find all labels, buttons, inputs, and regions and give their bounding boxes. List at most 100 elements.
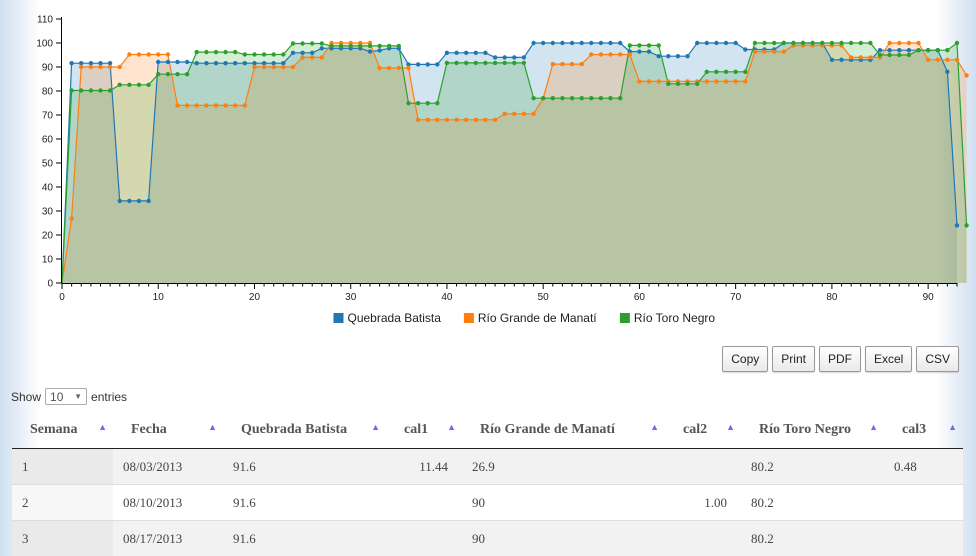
entries-select[interactable]: 10 ▼ [45,388,87,405]
sort-icon: ▲ [869,422,878,432]
table-row[interactable]: 3 08/17/2013 91.6 90 80.2 [12,521,963,556]
y-tick-label: 0 [47,279,53,290]
print-button[interactable]: Print [772,346,815,372]
data-point-rio-grande-de-manati [397,66,401,70]
cell-semana: 2 [12,485,113,521]
data-point-quebrada-batista [724,41,728,45]
data-point-rio-grande-de-manati [435,118,439,122]
data-point-rio-grande-de-manati [137,52,141,56]
data-point-rio-grande-de-manati [503,112,507,116]
column-header-cal3[interactable]: cal3▲ [884,411,963,449]
cell-cal1 [386,521,462,556]
data-point-rio-grande-de-manati [493,118,497,122]
data-point-rio-grande-de-manati [887,41,891,45]
data-point-rio-grande-de-manati [291,65,295,69]
data-point-rio-grande-de-manati [281,65,285,69]
data-point-quebrada-batista [435,62,439,66]
data-point-rio-toro-negro [541,96,545,100]
data-point-rio-toro-negro [599,96,603,100]
data-point-rio-toro-negro [98,88,102,92]
table-row[interactable]: 1 08/03/2013 91.6 11.44 26.9 80.2 0.48 [12,449,963,485]
data-point-quebrada-batista [166,60,170,64]
data-point-rio-grande-de-manati [464,118,468,122]
y-tick-label: 80 [42,87,54,98]
data-point-rio-grande-de-manati [387,66,391,70]
data-point-rio-toro-negro [89,88,93,92]
data-point-quebrada-batista [647,49,651,53]
data-point-quebrada-batista [503,55,507,59]
table-row[interactable]: 2 08/10/2013 91.6 90 1.00 80.2 [12,485,963,521]
cell-cal1 [386,485,462,521]
data-point-rio-toro-negro [936,48,940,52]
data-point-quebrada-batista [368,49,372,53]
y-tick-label: 40 [42,183,54,194]
data-point-rio-toro-negro [464,61,468,65]
column-header-fecha[interactable]: Fecha▲ [113,411,223,449]
data-point-rio-toro-negro [118,83,122,87]
data-point-rio-grande-de-manati [724,79,728,83]
csv-button[interactable]: CSV [916,346,959,372]
data-point-quebrada-batista [310,51,314,55]
data-point-rio-toro-negro [387,44,391,48]
data-point-quebrada-batista [127,199,131,203]
data-point-quebrada-batista [252,61,256,65]
column-header-cal2[interactable]: cal2▲ [665,411,741,449]
data-point-rio-grande-de-manati [859,55,863,59]
data-point-quebrada-batista [705,41,709,45]
data-point-rio-toro-negro [839,41,843,45]
data-point-quebrada-batista [69,61,73,65]
data-point-rio-grande-de-manati [483,118,487,122]
data-point-quebrada-batista [185,60,189,64]
data-point-rio-grande-de-manati [156,52,160,56]
x-tick-label: 80 [826,292,838,303]
column-header-cal1[interactable]: cal1▲ [386,411,462,449]
data-point-rio-toro-negro [608,96,612,100]
x-tick-label: 50 [538,292,550,303]
data-point-rio-toro-negro [791,41,795,45]
data-point-rio-grande-de-manati [272,65,276,69]
data-point-rio-grande-de-manati [300,55,304,59]
data-point-rio-toro-negro [339,44,343,48]
cell-rio-toro-negro: 80.2 [741,485,884,521]
data-point-quebrada-batista [695,41,699,45]
data-point-rio-grande-de-manati [618,52,622,56]
data-point-rio-grande-de-manati [522,112,526,116]
column-header-quebrada-batista[interactable]: Quebrada Batista▲ [223,411,386,449]
column-header-rio-grande[interactable]: Río Grande de Manatí▲ [462,411,665,449]
data-point-quebrada-batista [657,54,661,58]
sort-icon: ▲ [371,422,380,432]
data-point-rio-toro-negro [474,61,478,65]
cell-rio-toro-negro: 80.2 [741,449,884,485]
data-point-quebrada-batista [233,61,237,65]
copy-button[interactable]: Copy [722,346,768,372]
pdf-button[interactable]: PDF [819,346,861,372]
data-point-rio-toro-negro [358,44,362,48]
legend-swatch [334,313,344,323]
column-header-semana[interactable]: Semana▲ [12,411,113,449]
data-point-quebrada-batista [907,48,911,52]
data-point-rio-grande-de-manati [262,65,266,69]
data-point-rio-toro-negro [426,101,430,105]
data-point-quebrada-batista [541,41,545,45]
cell-cal1: 11.44 [386,449,462,485]
x-tick-label: 30 [345,292,357,303]
legend-swatch [620,313,630,323]
excel-button[interactable]: Excel [865,346,912,372]
cell-rio-grande: 90 [462,521,665,556]
data-point-rio-toro-negro [772,41,776,45]
data-point-quebrada-batista [416,62,420,66]
x-tick-label: 60 [634,292,646,303]
cell-quebrada-batista: 91.6 [223,449,386,485]
data-point-rio-toro-negro [801,41,805,45]
data-point-rio-toro-negro [570,96,574,100]
column-header-rio-toro-negro[interactable]: Río Toro Negro▲ [741,411,884,449]
entries-length-control: Show 10 ▼ entries [11,388,127,405]
data-point-rio-grande-de-manati [551,62,555,66]
data-point-rio-grande-de-manati [406,66,410,70]
data-point-rio-grande-de-manati [628,52,632,56]
x-tick-label: 20 [249,292,261,303]
data-point-quebrada-batista [551,41,555,45]
data-point-rio-grande-de-manati [955,58,959,62]
data-point-quebrada-batista [426,62,430,66]
